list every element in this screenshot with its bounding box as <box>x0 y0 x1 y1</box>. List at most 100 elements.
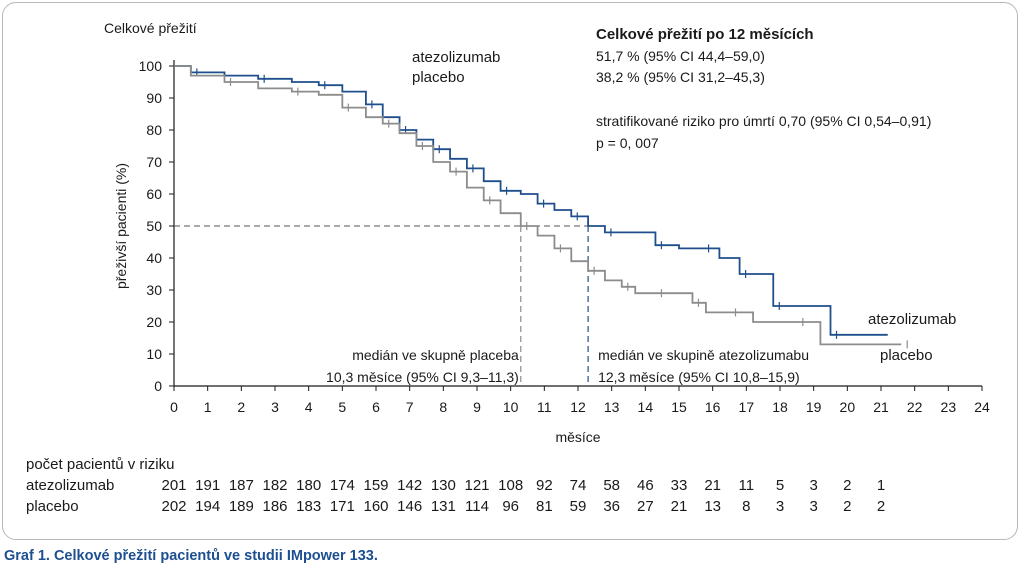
risk-table-cell: 81 <box>536 498 553 515</box>
risk-table-title: počet pacientů v riziku <box>26 456 174 473</box>
summary-heading: Celkové přežití po 12 měsících <box>596 26 814 43</box>
x-tick-label: 19 <box>806 399 822 415</box>
x-tick-label: 24 <box>974 399 990 415</box>
risk-table-row-label: placebo <box>26 498 79 515</box>
median-ci-placebo: 10,3 měsíce (95% CI 9,3–11,3) <box>326 369 519 385</box>
x-tick-label: 16 <box>705 399 721 415</box>
risk-table-cell: 114 <box>465 498 489 515</box>
risk-table-cell: 8 <box>742 498 750 515</box>
x-tick-label: 7 <box>406 399 414 415</box>
chart-top-label: Celkové přežití <box>104 20 197 36</box>
risk-table-cell: 186 <box>262 498 287 515</box>
risk-table-cell: 3 <box>809 477 817 494</box>
x-tick-label: 15 <box>671 399 687 415</box>
x-tick-label: 2 <box>237 399 245 415</box>
risk-table-cell: 146 <box>397 498 422 515</box>
y-tick-label: 90 <box>146 90 162 106</box>
x-tick-label: 3 <box>271 399 279 415</box>
x-tick-label: 8 <box>439 399 447 415</box>
x-tick-label: 14 <box>638 399 654 415</box>
y-tick-label: 100 <box>139 58 163 74</box>
x-axis-label: měsíce <box>555 429 600 445</box>
y-tick-label: 10 <box>146 346 162 362</box>
x-tick-label: 6 <box>372 399 380 415</box>
x-tick-label: 23 <box>941 399 957 415</box>
x-tick-label: 11 <box>537 399 552 415</box>
x-tick-label: 5 <box>338 399 346 415</box>
risk-table-cell: 3 <box>809 498 817 515</box>
risk-table-cell: 11 <box>739 477 755 494</box>
x-tick-label: 4 <box>305 399 313 415</box>
x-tick-label: 12 <box>570 399 586 415</box>
risk-table-cell: 108 <box>498 477 523 494</box>
risk-table-cell: 96 <box>502 498 519 515</box>
risk-table-cell: 21 <box>704 477 721 494</box>
y-tick-label: 20 <box>146 314 162 330</box>
risk-table-cell: 180 <box>296 477 321 494</box>
risk-table-cell: 201 <box>161 477 186 494</box>
risk-table-cell: 92 <box>536 477 553 494</box>
y-tick-label: 50 <box>146 218 162 234</box>
x-tick-label: 18 <box>772 399 788 415</box>
risk-table-cell: 191 <box>195 477 220 494</box>
x-tick-label: 22 <box>907 399 923 415</box>
risk-table-cell: 183 <box>296 498 321 515</box>
risk-table-cell: 159 <box>363 477 388 494</box>
risk-table-cell: 21 <box>671 498 688 515</box>
series-end-label-atezolizumab: atezolizumab <box>868 311 956 328</box>
figure-frame <box>2 2 1018 540</box>
risk-table-cell: 27 <box>637 498 654 515</box>
summary-p-value: p = 0, 007 <box>596 135 659 151</box>
risk-table-cell: 2 <box>843 477 851 494</box>
x-tick-label: 9 <box>473 399 481 415</box>
x-tick-label: 0 <box>170 399 178 415</box>
summary-placebo-value: 38,2 % (95% CI 31,2–45,3) <box>596 69 765 85</box>
risk-table-cell: 5 <box>776 477 784 494</box>
risk-table-cell: 121 <box>464 477 489 494</box>
x-tick-label: 1 <box>204 399 212 415</box>
median-ci-atezolizumab: 12,3 měsíce (95% CI 10,8–15,9) <box>598 369 800 385</box>
summary-atezo-value: 51,7 % (95% CI 44,4–59,0) <box>596 48 765 64</box>
risk-table-cell: 2 <box>877 498 885 515</box>
risk-table-cell: 202 <box>161 498 186 515</box>
figure-caption: Graf 1. Celkové přežití pacientů ve stud… <box>4 548 378 564</box>
y-tick-label: 0 <box>154 378 162 394</box>
series-line-placebo <box>174 65 902 346</box>
risk-table-cell: 187 <box>229 477 254 494</box>
risk-table-cell: 46 <box>637 477 654 494</box>
risk-table-cell: 174 <box>330 477 355 494</box>
median-label-atezolizumab: medián ve skupině atezolizumabu <box>598 347 809 363</box>
x-tick-label: 17 <box>739 399 755 415</box>
x-tick-label: 10 <box>503 399 519 415</box>
risk-table-cell: 74 <box>570 477 587 494</box>
y-tick-label: 70 <box>146 154 162 170</box>
legend-label-atezolizumab: atezolizumab <box>412 49 500 66</box>
risk-table-cell: 160 <box>363 498 388 515</box>
legend-label-placebo: placebo <box>412 69 465 86</box>
risk-table-cell: 36 <box>603 498 620 515</box>
series-end-label-placebo: placebo <box>880 347 933 364</box>
x-tick-label: 21 <box>873 399 889 415</box>
risk-table-cell: 142 <box>397 477 422 494</box>
y-tick-label: 80 <box>146 122 162 138</box>
risk-table-row-label: atezolizumab <box>26 477 114 494</box>
risk-table-cell: 182 <box>262 477 287 494</box>
risk-table-cell: 33 <box>671 477 688 494</box>
x-tick-label: 13 <box>604 399 620 415</box>
series-line-atezolizumab <box>174 65 888 336</box>
risk-table-cell: 189 <box>229 498 254 515</box>
risk-table-cell: 1 <box>877 477 885 494</box>
y-axis-label: přeživší pacienti (%) <box>113 163 129 289</box>
risk-table-cell: 171 <box>330 498 355 515</box>
risk-table-cell: 2 <box>843 498 851 515</box>
risk-table-cell: 3 <box>776 498 784 515</box>
risk-table-cell: 13 <box>704 498 721 515</box>
risk-table-cell: 58 <box>603 477 620 494</box>
risk-table-cell: 59 <box>570 498 587 515</box>
y-tick-label: 60 <box>146 186 162 202</box>
risk-table-cell: 131 <box>431 498 456 515</box>
y-tick-label: 40 <box>146 250 162 266</box>
median-label-placebo: medián ve skupně placeba <box>352 347 519 363</box>
summary-hazard: stratifikované riziko pro úmrtí 0,70 (95… <box>596 113 931 129</box>
